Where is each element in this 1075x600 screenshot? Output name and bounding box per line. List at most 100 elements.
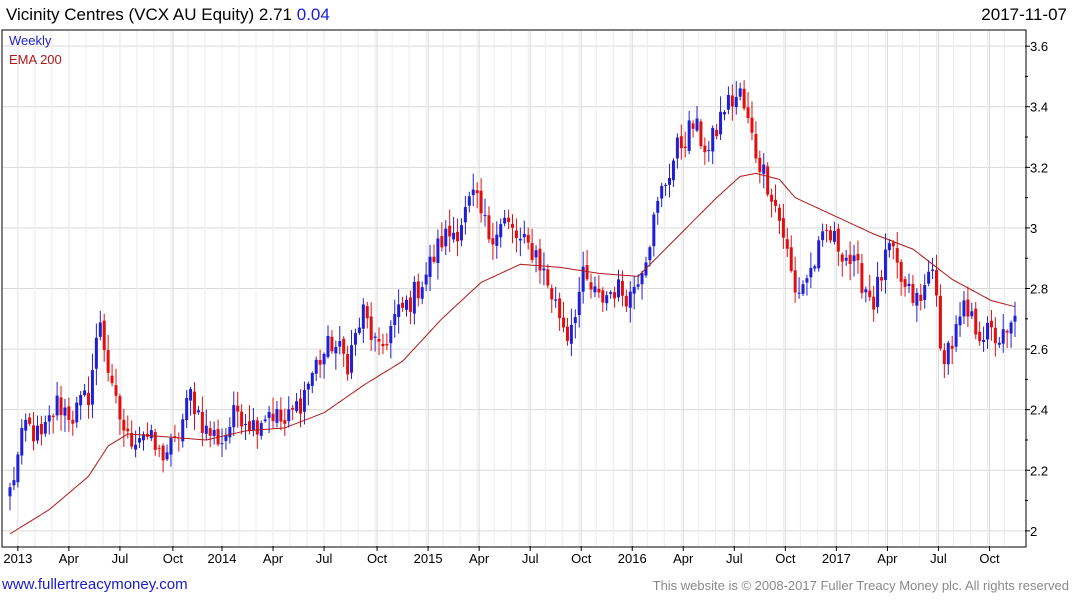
candle-body [499,224,503,238]
y-tick-label: 2.6 [1030,342,1048,357]
weekly-candle [534,245,538,273]
weekly-candle [483,198,487,227]
weekly-candle [440,222,444,252]
site-link[interactable]: www.fullertreacymoney.com [2,576,188,593]
candle-body [318,359,322,365]
candle-body [314,359,318,374]
chart-grid [3,31,1025,546]
weekly-candle [774,184,778,213]
weekly-candle [283,408,287,436]
last-price: 2.71 [258,5,292,24]
candle-body [565,326,569,341]
weekly-candle [32,412,36,451]
x-tick-label: 2013 [3,551,32,566]
candle-body [640,272,644,285]
candle-body [204,425,208,434]
weekly-candle [200,396,204,447]
weekly-candle [350,329,354,379]
weekly-candle [106,334,110,382]
candle-body [636,284,640,287]
weekly-candle [593,276,597,298]
weekly-candle [856,240,860,274]
candle-body [220,443,224,445]
weekly-candle [94,323,98,386]
candle-body [456,231,460,242]
weekly-candle [397,289,401,334]
candle-body [522,233,526,238]
candle-body [742,88,746,109]
weekly-candle [306,381,310,406]
weekly-candle [656,196,660,225]
candle-body [251,420,255,431]
weekly-candle [322,352,326,379]
weekly-candle [153,428,157,456]
candle-body [664,184,668,186]
candle-body [12,480,16,486]
weekly-candle [907,273,911,294]
candle-body [734,96,738,108]
candle-body [660,186,664,199]
weekly-candle [966,286,970,328]
weekly-candle [711,125,715,165]
weekly-candle [428,244,432,291]
candle-body [279,409,283,422]
weekly-candle [459,218,463,247]
candle-body [958,316,962,326]
candle-body [911,284,915,303]
candle-body [848,254,852,264]
weekly-candle [707,140,711,162]
weekly-candle [766,162,770,197]
weekly-candle [130,420,134,450]
weekly-candle [785,227,789,258]
candle-body [39,423,43,435]
candle-body [334,347,338,354]
weekly-candle [291,404,295,421]
candle-body [962,300,966,317]
weekly-candle [83,383,87,397]
x-tick-label: Apr [469,551,490,566]
candle-body [20,427,24,456]
candle-body [67,406,71,420]
weekly-candle [938,284,942,351]
candle-body [459,225,463,241]
candle-body [836,228,840,252]
weekly-candle [805,274,809,296]
candle-body [648,247,652,261]
weekly-candle [279,397,283,431]
weekly-candle [664,183,668,196]
candle-body [342,338,346,354]
security-name: Vicinity Centres (VCX AU Equity) [6,5,255,24]
weekly-candle [503,209,507,227]
candle-body [754,134,758,159]
x-tick-label: Oct [979,551,1000,566]
candle-body [416,281,420,299]
weekly-candle [715,123,719,140]
weekly-candle [424,262,428,292]
candle-body [679,136,683,149]
weekly-candle [872,285,876,322]
weekly-candle [722,110,726,121]
weekly-candle [145,422,149,440]
weekly-candle [255,416,259,449]
candlestick-series [8,80,1017,511]
candle-body [840,254,844,262]
weekly-candle [314,356,318,381]
weekly-candle [597,275,601,299]
candle-body [534,250,538,258]
candle-body [915,292,919,306]
x-tick-label: 2015 [414,551,443,566]
weekly-candle [47,405,51,435]
weekly-candle [675,133,679,169]
weekly-candle [196,405,200,415]
weekly-candle [475,182,479,209]
candle-body [408,297,412,312]
candle-body [346,353,350,375]
candle-body [75,402,79,423]
candle-body [283,420,287,424]
weekly-candle [589,273,593,299]
candle-body [503,217,507,224]
candle-body [738,88,742,97]
weekly-candle [267,405,271,434]
candle-body [895,248,899,263]
weekly-candle [978,321,982,346]
